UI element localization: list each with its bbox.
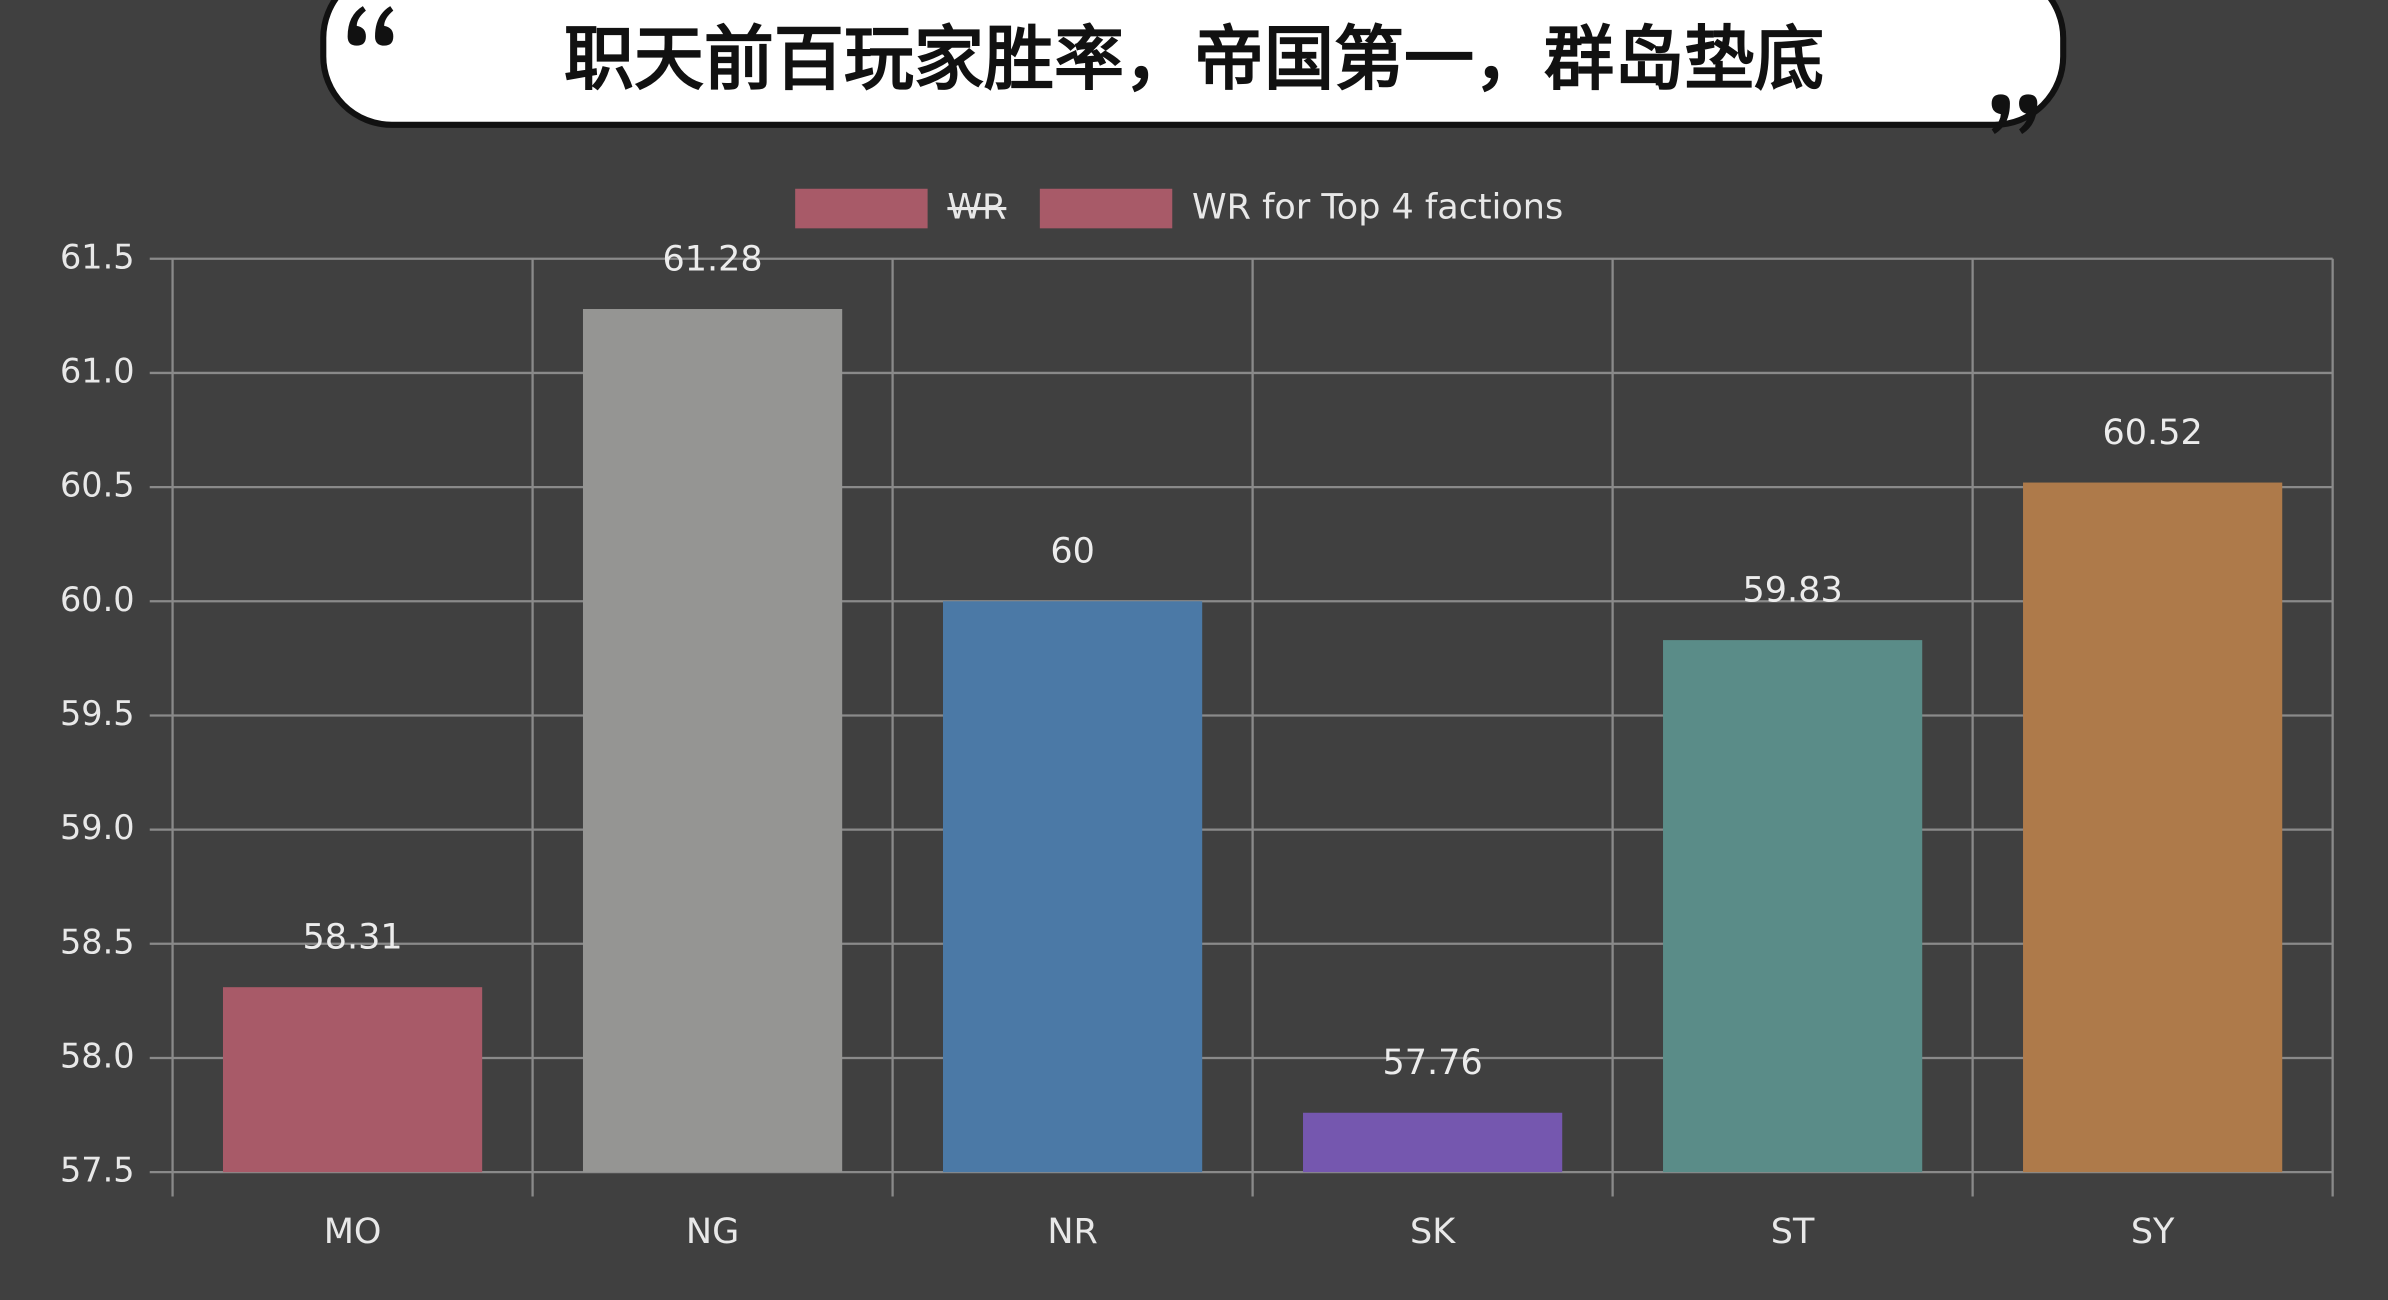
x-tick-label: SY: [2131, 1212, 2175, 1252]
y-tick-label: 61.5: [60, 237, 135, 276]
bar: [582, 309, 843, 1173]
legend-swatch: [795, 188, 928, 229]
data-label: 59.83: [1743, 570, 1843, 610]
legend-label: WR for Top 4 factions: [1192, 188, 1563, 228]
data-label: 58.31: [302, 917, 402, 957]
y-tick-label: 58.0: [60, 1036, 135, 1075]
bar: [1303, 1112, 1563, 1173]
quote-open: [347, 6, 394, 46]
x-tick-label: ST: [1771, 1212, 1815, 1252]
bar: [942, 601, 1203, 1173]
x-tick-label: NR: [1047, 1212, 1098, 1252]
y-tick-label: 59.0: [60, 808, 135, 847]
legend-swatch: [1039, 188, 1173, 229]
data-label: 61.28: [662, 239, 762, 279]
bar: [1663, 640, 1923, 1173]
y-tick-label: 58.5: [60, 922, 135, 961]
bar: [2023, 482, 2283, 1173]
y-tick-label: 57.5: [60, 1151, 135, 1190]
y-tick-label: 60.5: [60, 466, 135, 505]
y-tick-label: 60.0: [60, 580, 135, 619]
data-label: 60.52: [2103, 413, 2203, 453]
x-tick-label: NG: [686, 1212, 739, 1252]
y-tick-label: 61.0: [60, 351, 135, 390]
x-tick-label: MO: [324, 1212, 382, 1252]
chart-title: 职天前百玩家胜率，帝国第一，群岛垫底: [564, 18, 1824, 100]
data-label: 57.76: [1383, 1043, 1483, 1083]
data-label: 60: [1050, 532, 1095, 572]
y-tick-label: 59.5: [60, 694, 135, 733]
title-bubble: [320, 0, 2067, 128]
x-tick-label: SK: [1410, 1212, 1456, 1252]
quote-close: [1991, 94, 2038, 134]
bar: [222, 987, 483, 1173]
